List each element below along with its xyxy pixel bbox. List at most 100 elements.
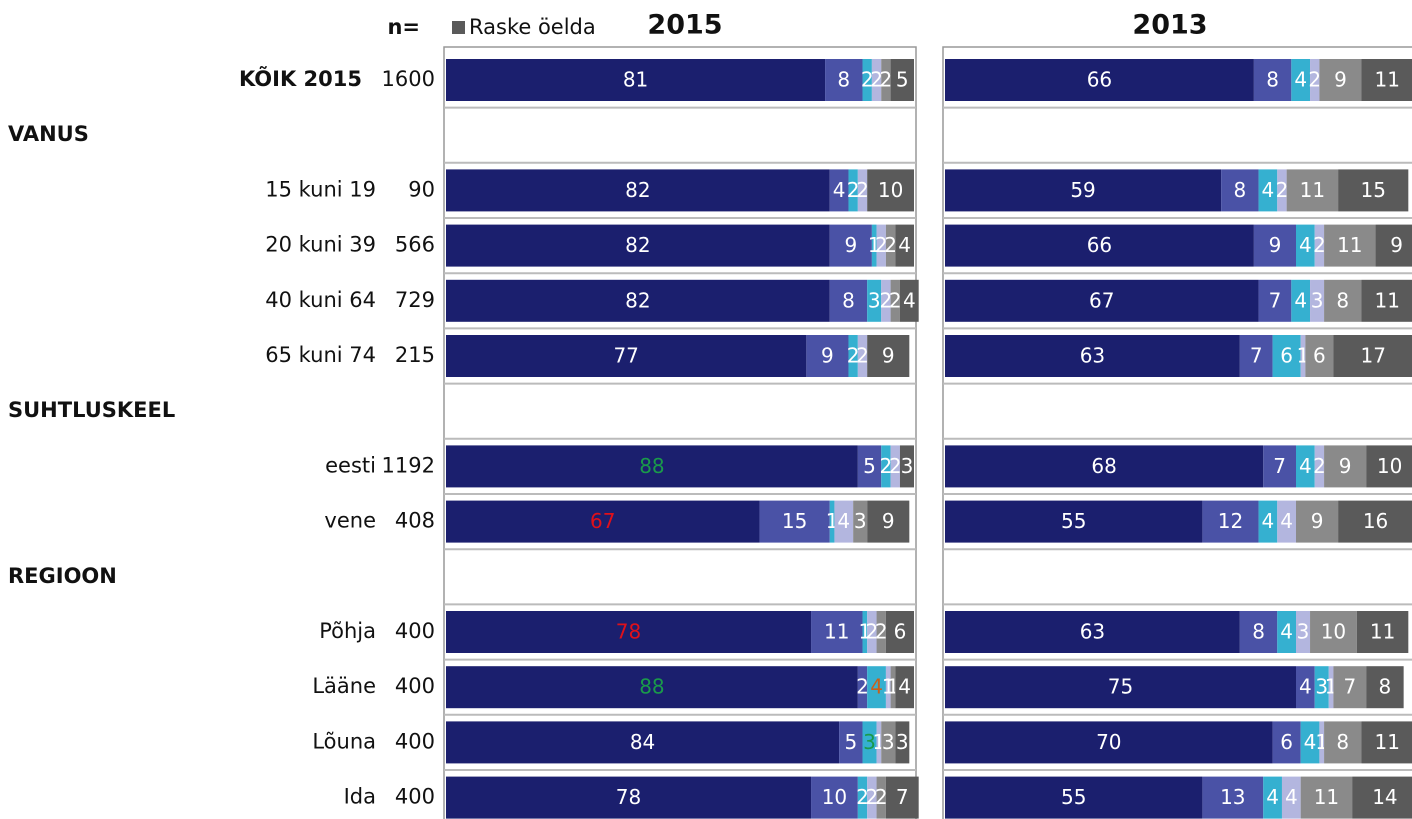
bar-segment xyxy=(446,721,840,764)
bar-segment xyxy=(759,500,830,543)
bar-segment xyxy=(885,666,891,709)
value-label: 55 xyxy=(1061,509,1086,533)
value-label: 2 xyxy=(861,68,874,92)
value-label: 9 xyxy=(1334,68,1347,92)
value-label: 2 xyxy=(875,620,888,644)
bar-segment xyxy=(899,445,914,488)
bar-segment xyxy=(446,224,830,267)
bar-segment xyxy=(871,59,882,101)
value-label: 2 xyxy=(856,675,869,699)
bar-segment xyxy=(1239,335,1273,377)
bar-segment xyxy=(881,279,891,322)
bar-segment xyxy=(1314,445,1325,488)
bar-segment xyxy=(1296,666,1315,709)
bar-segment xyxy=(862,721,877,764)
legend-label: Raske öelda xyxy=(469,15,596,39)
value-label: 2 xyxy=(856,344,869,368)
bar-segment xyxy=(857,666,868,709)
bar-segment xyxy=(885,224,896,267)
value-label: 2 xyxy=(870,68,883,92)
bar-segment xyxy=(1324,721,1362,764)
n-label: 400 xyxy=(395,785,435,809)
bar-segment xyxy=(1352,776,1412,819)
value-label: 10 xyxy=(822,785,847,809)
value-label: 8 xyxy=(837,68,850,92)
bar-segment xyxy=(1366,666,1404,709)
value-label: 8 xyxy=(1379,675,1392,699)
bar-segment xyxy=(829,224,872,267)
group-header: VANUS xyxy=(8,122,89,146)
value-label: 4 xyxy=(1262,178,1275,202)
value-label: 67 xyxy=(590,509,615,533)
bar-segment xyxy=(446,59,826,101)
n-label: 90 xyxy=(408,177,435,201)
bar-segment xyxy=(1300,721,1320,764)
bar-segment xyxy=(446,666,858,709)
bar-segment xyxy=(867,169,914,212)
bar-segment xyxy=(1333,666,1367,709)
value-label: 7 xyxy=(1343,675,1356,699)
value-label: 15 xyxy=(1360,178,1385,202)
bar-segment xyxy=(829,500,835,543)
value-label: 9 xyxy=(1269,233,1282,257)
value-label: 3 xyxy=(863,730,876,754)
value-label: 4 xyxy=(1262,509,1275,533)
bar-segment xyxy=(446,279,830,322)
bar-segment xyxy=(857,335,868,377)
value-label: 5 xyxy=(844,730,857,754)
bar-segment xyxy=(857,169,868,212)
value-label: 2 xyxy=(1276,178,1289,202)
value-label: 3 xyxy=(868,288,881,312)
value-label: 4 xyxy=(1280,509,1293,533)
bar-segment xyxy=(890,279,900,322)
bar-segment xyxy=(446,500,760,543)
bar-segment xyxy=(446,445,858,488)
value-label: 14 xyxy=(1372,785,1397,809)
value-label: 88 xyxy=(639,675,664,699)
bar-segment xyxy=(945,445,1264,488)
value-label: 11 xyxy=(1300,178,1325,202)
category-label: Ida xyxy=(344,785,376,809)
value-label: 6 xyxy=(894,620,907,644)
n-label: 400 xyxy=(395,729,435,753)
value-label: 7 xyxy=(1273,454,1286,478)
bar-segment xyxy=(945,59,1254,101)
bar-segment xyxy=(945,611,1240,653)
value-label: 2 xyxy=(847,178,860,202)
value-label: 9 xyxy=(844,233,857,257)
bar-segment xyxy=(1324,279,1362,322)
value-label: 4 xyxy=(898,675,911,699)
value-label: 68 xyxy=(1091,454,1116,478)
value-label: 2 xyxy=(889,288,902,312)
value-label: 4 xyxy=(1294,68,1307,92)
bar-segment xyxy=(1300,776,1353,819)
bar-segment xyxy=(1277,611,1296,653)
bar-segment xyxy=(1202,500,1259,543)
bar-segment xyxy=(1202,776,1264,819)
value-label: 7 xyxy=(896,785,909,809)
bar-segment xyxy=(895,721,910,764)
group-header: SUHTLUSKEEL xyxy=(8,398,175,422)
value-label: 10 xyxy=(1377,454,1402,478)
value-label: 12 xyxy=(1218,509,1243,533)
value-label: 2 xyxy=(1313,454,1326,478)
value-label: 2 xyxy=(875,785,888,809)
bar-segment xyxy=(945,169,1222,212)
bar-segment xyxy=(1291,279,1311,322)
bar-segment xyxy=(945,666,1296,709)
value-label: 3 xyxy=(1315,675,1328,699)
bar-segment xyxy=(1300,335,1306,377)
value-label: 10 xyxy=(878,178,903,202)
bar-segment xyxy=(1361,279,1412,322)
value-label: 11 xyxy=(1314,785,1339,809)
value-label: 11 xyxy=(1375,288,1400,312)
n-label: 215 xyxy=(395,343,435,367)
bar-segment xyxy=(867,279,882,322)
category-label: Lääne xyxy=(312,674,376,698)
bar-segment xyxy=(1286,169,1339,212)
bar-segment xyxy=(890,59,914,101)
bar-segment xyxy=(806,335,849,377)
category-label: 15 kuni 19 xyxy=(265,177,376,201)
bar-segment xyxy=(1258,169,1278,212)
bar-segment xyxy=(876,611,886,653)
